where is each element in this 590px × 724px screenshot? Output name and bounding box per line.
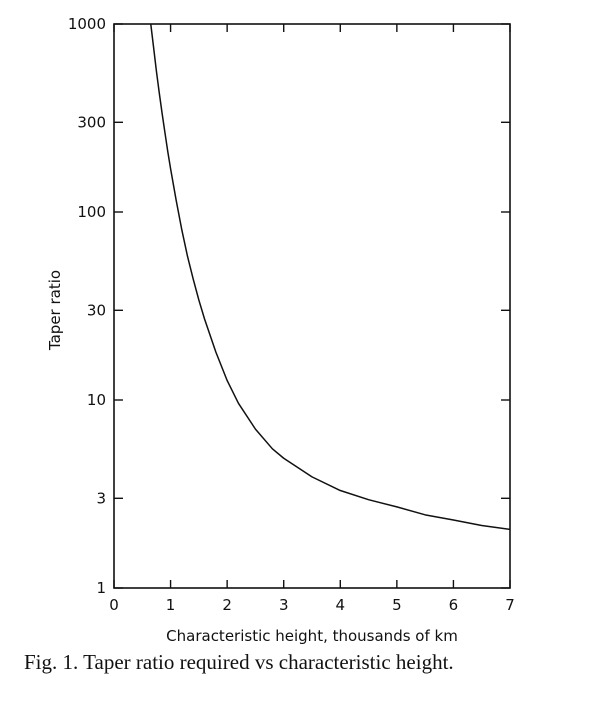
series-line xyxy=(150,23,511,531)
x-axis-ticks: 0 1 2 3 4 5 6 7 xyxy=(109,24,515,614)
x-tick-label: 6 xyxy=(449,596,459,614)
plot-frame xyxy=(113,23,511,589)
x-tick-label: 3 xyxy=(279,596,289,614)
y-axis-title: Taper ratio xyxy=(46,270,64,351)
y-tick-label: 100 xyxy=(77,203,106,221)
y-tick-label: 1 xyxy=(96,579,106,597)
y-tick-label: 300 xyxy=(77,113,106,131)
y-tick-label: 3 xyxy=(96,489,106,507)
x-tick-label: 0 xyxy=(109,596,119,614)
x-axis-title: Characteristic height, thousands of km xyxy=(166,627,458,645)
x-tick-label: 5 xyxy=(392,596,402,614)
y-axis-ticks: 1 3 10 30 100 300 1000 xyxy=(68,15,510,597)
y-tick-label: 10 xyxy=(87,391,106,409)
y-tick-label: 30 xyxy=(87,301,106,319)
x-tick-label: 7 xyxy=(505,596,515,614)
figure-caption: Fig. 1. Taper ratio required vs characte… xyxy=(24,650,454,674)
y-tick-label: 1000 xyxy=(68,15,106,33)
x-tick-label: 4 xyxy=(336,596,346,614)
plot-border xyxy=(113,23,511,589)
x-tick-label: 1 xyxy=(166,596,176,614)
x-tick-label: 2 xyxy=(222,596,232,614)
series-layer xyxy=(150,23,511,531)
